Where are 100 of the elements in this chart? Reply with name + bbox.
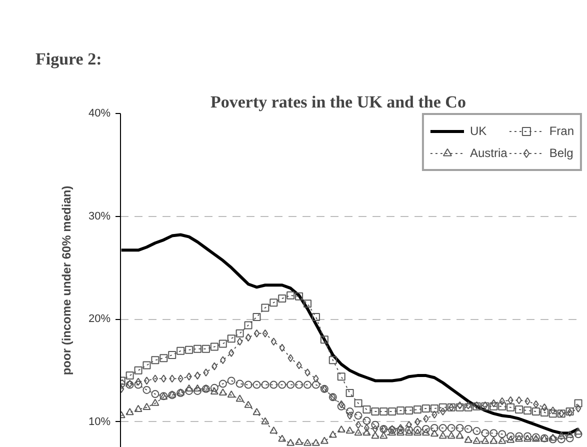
point <box>506 403 515 412</box>
point <box>185 384 194 392</box>
point <box>362 428 371 436</box>
point <box>515 432 524 440</box>
point <box>236 380 244 388</box>
point <box>346 408 354 416</box>
point <box>160 354 168 362</box>
point <box>456 424 464 432</box>
point <box>218 340 227 348</box>
point <box>134 404 142 412</box>
point <box>151 390 160 398</box>
point <box>227 390 236 398</box>
point <box>278 434 286 442</box>
point <box>312 380 320 389</box>
point <box>524 432 532 440</box>
point <box>304 368 310 376</box>
point <box>532 408 540 416</box>
point <box>464 436 472 443</box>
point <box>252 408 261 416</box>
point <box>371 432 380 439</box>
point <box>432 410 438 419</box>
point <box>364 424 370 432</box>
point <box>524 406 532 415</box>
point <box>362 405 371 414</box>
point <box>194 384 202 392</box>
point <box>152 374 158 383</box>
point <box>481 429 490 438</box>
point <box>210 342 218 351</box>
point <box>338 400 344 408</box>
point <box>346 426 354 434</box>
y-tick-label: 10% <box>88 416 111 428</box>
point <box>506 436 515 443</box>
point <box>270 380 278 389</box>
point <box>312 312 320 321</box>
point <box>388 428 396 436</box>
point <box>396 406 405 415</box>
point <box>236 329 244 338</box>
point <box>414 426 422 434</box>
point <box>227 334 236 343</box>
point <box>498 402 506 410</box>
point <box>422 428 430 436</box>
point <box>498 436 506 444</box>
point <box>134 366 142 374</box>
point <box>176 346 185 355</box>
point <box>320 436 328 444</box>
point <box>422 404 430 412</box>
point <box>236 394 244 402</box>
point <box>456 403 464 412</box>
point <box>422 425 430 433</box>
point <box>472 436 481 444</box>
point <box>270 426 278 434</box>
legend-label: Belg <box>549 146 574 160</box>
point <box>346 389 354 398</box>
point <box>186 372 192 381</box>
point <box>438 403 447 412</box>
point <box>550 406 556 415</box>
point <box>524 434 532 442</box>
point <box>557 435 566 444</box>
y-tick-label: 30% <box>88 210 111 222</box>
point <box>134 380 142 389</box>
point <box>244 380 252 389</box>
point <box>236 338 243 346</box>
point <box>346 412 353 420</box>
y-tick-label: 40% <box>88 108 111 120</box>
point <box>405 426 414 434</box>
point <box>380 408 388 416</box>
legend-label: Austria <box>470 146 508 160</box>
point <box>574 399 582 408</box>
point <box>286 291 295 300</box>
point <box>574 428 582 435</box>
point <box>286 438 295 446</box>
point <box>548 410 557 418</box>
point <box>430 424 438 432</box>
point <box>261 417 270 424</box>
legend-label: Fran <box>549 124 574 138</box>
point <box>542 403 548 412</box>
point <box>244 321 252 330</box>
point <box>278 294 286 302</box>
point <box>313 374 319 383</box>
point <box>354 428 362 436</box>
point <box>464 403 472 412</box>
point <box>262 329 268 338</box>
point <box>142 402 151 410</box>
chart-title: Figure 2: <box>36 50 102 68</box>
point <box>218 388 227 396</box>
point <box>194 386 202 395</box>
point <box>279 344 285 352</box>
point <box>515 405 524 414</box>
point <box>227 376 236 385</box>
point <box>218 380 227 388</box>
point <box>203 368 209 376</box>
point <box>355 420 362 429</box>
point <box>160 374 166 383</box>
point <box>296 361 302 370</box>
point <box>212 362 218 370</box>
point <box>465 401 472 410</box>
point <box>456 432 464 439</box>
point <box>566 434 574 442</box>
y-tick-label: 20% <box>88 313 111 326</box>
point <box>304 300 312 308</box>
